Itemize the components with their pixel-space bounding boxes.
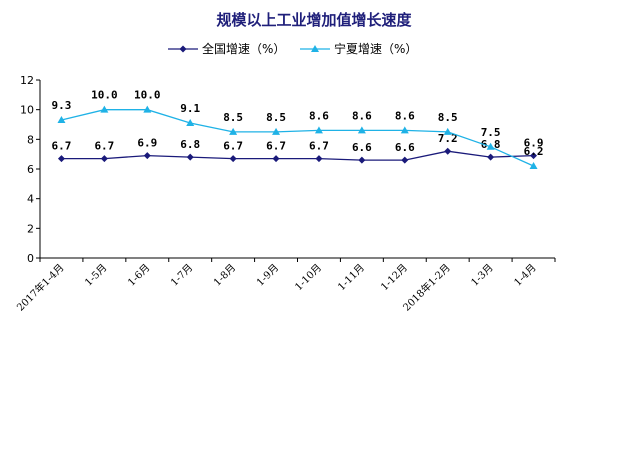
data-label-national: 6.6 bbox=[395, 141, 415, 154]
x-tick-label: 1-7月 bbox=[168, 262, 195, 289]
data-point-ningxia bbox=[100, 105, 109, 113]
data-label-ningxia: 7.5 bbox=[481, 126, 501, 139]
legend-ningxia-triangle-icon bbox=[311, 45, 319, 52]
data-label-national: 6.7 bbox=[52, 140, 72, 153]
x-tick-label: 1-9月 bbox=[254, 262, 281, 289]
data-point-national bbox=[229, 155, 237, 163]
x-tick-label: 1-6月 bbox=[125, 262, 152, 289]
data-label-ningxia: 8.5 bbox=[223, 111, 243, 124]
data-point-ningxia bbox=[529, 162, 538, 170]
data-label-ningxia: 8.5 bbox=[266, 111, 286, 124]
x-tick-label: 2017年1-4月 bbox=[14, 261, 67, 314]
data-label-ningxia: 10.0 bbox=[134, 89, 161, 102]
x-tick-label: 1-11月 bbox=[336, 262, 367, 293]
x-tick-label: 1-4月 bbox=[512, 262, 539, 289]
data-point-national bbox=[487, 153, 495, 161]
data-point-national bbox=[401, 156, 409, 164]
series-line-ningxia bbox=[61, 109, 534, 167]
y-tick-label: 0 bbox=[27, 252, 34, 265]
data-label-ningxia: 10.0 bbox=[91, 89, 118, 102]
data-label-ningxia: 8.6 bbox=[309, 109, 329, 122]
data-label-national: 6.9 bbox=[524, 137, 544, 150]
data-label-national: 6.7 bbox=[266, 140, 286, 153]
data-label-ningxia: 8.5 bbox=[438, 111, 458, 124]
data-point-ningxia bbox=[272, 127, 281, 135]
data-point-ningxia bbox=[357, 126, 366, 134]
data-label-ningxia: 9.1 bbox=[180, 102, 200, 115]
y-tick-label: 12 bbox=[20, 74, 34, 87]
data-label-national: 6.7 bbox=[309, 140, 329, 153]
legend-ningxia-label: 宁夏增速（%） bbox=[334, 41, 417, 56]
data-point-national bbox=[100, 155, 108, 163]
data-label-national: 7.2 bbox=[438, 132, 458, 145]
data-point-national bbox=[358, 156, 366, 164]
y-tick-label: 10 bbox=[20, 104, 34, 117]
data-point-ningxia bbox=[443, 127, 452, 135]
series-line-national bbox=[61, 150, 534, 161]
data-point-national bbox=[272, 155, 280, 163]
data-label-national: 6.7 bbox=[223, 140, 243, 153]
x-tick-label: 1-5月 bbox=[83, 262, 110, 289]
data-label-national: 6.6 bbox=[352, 141, 372, 154]
x-tick-label: 1-3月 bbox=[469, 262, 496, 289]
data-point-national bbox=[444, 147, 452, 155]
y-tick-label: 2 bbox=[27, 222, 34, 235]
data-point-ningxia bbox=[229, 127, 238, 135]
data-label-national: 6.9 bbox=[137, 137, 157, 150]
data-point-ningxia bbox=[486, 142, 495, 150]
plot-area: 0 2 4 6 8 10 12 2017年1-4月 1-5月 1-6月 1-7月 1-8月 1-9月 1-… bbox=[14, 74, 556, 314]
data-point-national bbox=[530, 152, 538, 160]
data-label-national: 6.7 bbox=[94, 140, 114, 153]
data-point-national bbox=[186, 153, 194, 161]
x-tick-label: 1-8月 bbox=[211, 262, 238, 289]
data-point-ningxia bbox=[57, 116, 66, 124]
data-point-ningxia bbox=[186, 119, 195, 127]
data-point-ningxia bbox=[314, 126, 323, 134]
data-point-ningxia bbox=[400, 126, 409, 134]
data-point-national bbox=[143, 152, 151, 160]
data-point-national bbox=[315, 155, 323, 163]
data-label-ningxia: 8.6 bbox=[395, 109, 415, 122]
y-tick-label: 4 bbox=[27, 193, 34, 206]
data-label-national: 6.8 bbox=[180, 138, 200, 151]
y-tick-label: 8 bbox=[27, 133, 34, 146]
data-point-national bbox=[57, 155, 65, 163]
legend: 全国增速（%） 宁夏增速（%） bbox=[168, 41, 417, 56]
legend-national-diamond-icon bbox=[179, 45, 187, 53]
data-label-ningxia: 9.3 bbox=[52, 99, 72, 112]
y-tick-label: 6 bbox=[27, 163, 34, 176]
x-tick-label: 1-10月 bbox=[293, 262, 324, 293]
data-label-ningxia: 6.2 bbox=[524, 145, 544, 158]
data-point-ningxia bbox=[143, 105, 152, 113]
legend-national-label: 全国增速（%） bbox=[202, 41, 285, 56]
data-label-ningxia: 8.6 bbox=[352, 109, 372, 122]
chart-title: 规模以上工业增加值增长速度 bbox=[216, 11, 412, 29]
x-tick-label: 1-12月 bbox=[378, 262, 409, 293]
